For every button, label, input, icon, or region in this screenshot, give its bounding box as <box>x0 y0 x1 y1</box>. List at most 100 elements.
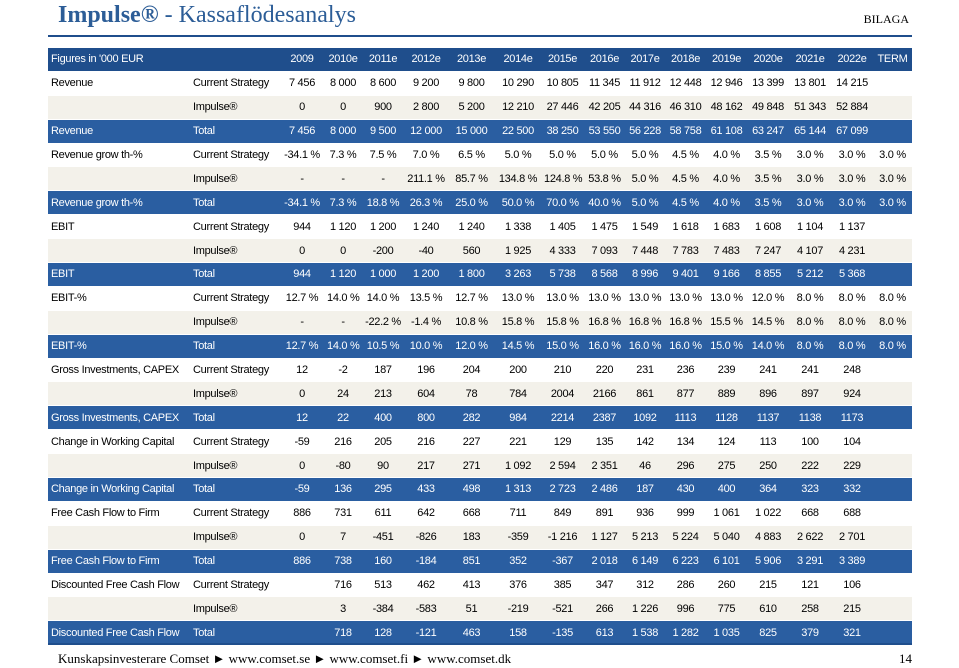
table-cell: - <box>280 309 324 335</box>
table-cell: 12 <box>280 405 324 430</box>
row-strategy: Impulse® <box>190 596 280 621</box>
table-cell: 0 <box>324 238 362 263</box>
table-cell: 1 000 <box>362 262 404 287</box>
table-cell: 61 108 <box>706 118 747 144</box>
table-cell: 1 538 <box>625 620 665 645</box>
table-cell <box>873 357 912 382</box>
table-cell: 6.5 % <box>448 142 495 167</box>
table-cell: 16.0 % <box>665 333 706 359</box>
table-cell: 215 <box>747 572 789 597</box>
table-cell: 8.0 % <box>789 309 831 335</box>
table-cell <box>873 118 912 144</box>
table-cell: 241 <box>747 357 789 382</box>
row-strategy: Current Strategy <box>190 142 280 167</box>
header-year: 2020e <box>747 47 789 72</box>
table-cell: 160 <box>362 548 404 574</box>
table-cell: 9 800 <box>448 70 495 96</box>
table-cell: 10.0 % <box>404 333 448 359</box>
table-cell: 886 <box>280 500 324 526</box>
table-cell: 1092 <box>625 405 665 430</box>
table-cell: 2 486 <box>584 477 625 502</box>
table-cell: 984 <box>495 405 541 430</box>
table-cell: -359 <box>495 524 541 550</box>
table-cell: 56 228 <box>625 118 665 144</box>
table-cell: 10.5 % <box>362 333 404 359</box>
table-cell: 4.5 % <box>665 142 706 167</box>
table-cell: 0 <box>280 453 324 478</box>
table-cell: 999 <box>665 500 706 526</box>
table-cell: 0 <box>324 94 362 120</box>
table-cell: 46 <box>625 453 665 478</box>
table-cell: - <box>324 309 362 335</box>
table-cell: 1 240 <box>404 214 448 239</box>
table-cell: 13.0 % <box>706 285 747 311</box>
table-cell: 52 884 <box>831 94 873 120</box>
table-cell: 286 <box>665 572 706 597</box>
table-cell: 433 <box>404 477 448 502</box>
table-cell: 385 <box>541 572 584 597</box>
table-cell: 222 <box>789 453 831 478</box>
row-label: Free Cash Flow to Firm <box>48 548 190 574</box>
table-cell: 128 <box>362 620 404 645</box>
table-cell: 8 568 <box>584 262 625 287</box>
table-cell: 8 600 <box>362 70 404 96</box>
table-cell: 3 291 <box>789 548 831 574</box>
table-cell: 604 <box>404 381 448 406</box>
table-cell: 8.0 % <box>789 285 831 311</box>
table-cell: 4 107 <box>789 238 831 263</box>
table-cell: 944 <box>280 214 324 239</box>
table-cell: 1 120 <box>324 214 362 239</box>
table-cell: 889 <box>706 381 747 406</box>
table-cell: 25.0 % <box>448 190 495 215</box>
table-cell: -200 <box>362 238 404 263</box>
row-strategy: Total <box>190 190 280 215</box>
table-cell: 3 <box>324 596 362 621</box>
row-label: EBIT-% <box>48 333 190 359</box>
table-cell: 0 <box>280 238 324 263</box>
table-cell: 15.8 % <box>541 309 584 335</box>
table-cell: 4.5 % <box>665 166 706 191</box>
table-cell: 10 290 <box>495 70 541 96</box>
table-cell: 642 <box>404 500 448 526</box>
table-cell: 364 <box>747 477 789 502</box>
table-cell: 1 022 <box>747 500 789 526</box>
table-row: EBIT Total 944 1 120 1 000 1 200 1 800 3 263 5 7… <box>48 262 912 287</box>
header-year: 2010e <box>324 47 362 72</box>
table-cell: 4.0 % <box>706 190 747 215</box>
row-strategy: Impulse® <box>190 453 280 478</box>
table-cell: 1128 <box>706 405 747 430</box>
table-cell: 462 <box>404 572 448 597</box>
table-cell: 5 906 <box>747 548 789 574</box>
table-cell: 106 <box>831 572 873 597</box>
row-strategy: Current Strategy <box>190 214 280 239</box>
table-cell: 2 622 <box>789 524 831 550</box>
table-cell: 13.0 % <box>541 285 584 311</box>
table-cell: 2004 <box>541 381 584 406</box>
table-cell: 7.0 % <box>404 142 448 167</box>
row-label <box>48 524 190 550</box>
table-row: Gross Investments, CAPEX Current Strategy… <box>48 357 912 382</box>
table-cell: 897 <box>789 381 831 406</box>
table-cell: 16.8 % <box>584 309 625 335</box>
row-strategy: Total <box>190 262 280 287</box>
table-cell <box>873 405 912 430</box>
table-cell: 7 093 <box>584 238 625 263</box>
row-strategy: Impulse® <box>190 238 280 263</box>
table-cell: 851 <box>448 548 495 574</box>
row-label <box>48 381 190 406</box>
table-cell: 15 000 <box>448 118 495 144</box>
table-cell: 236 <box>665 357 706 382</box>
table-cell: 1 683 <box>706 214 747 239</box>
table-cell: 4.0 % <box>706 142 747 167</box>
table-cell: 104 <box>831 429 873 454</box>
table-cell: 896 <box>747 381 789 406</box>
table-cell: 668 <box>448 500 495 526</box>
table-cell: 825 <box>747 620 789 645</box>
header-year: 2018e <box>665 47 706 72</box>
table-cell: 784 <box>495 381 541 406</box>
table-cell: 944 <box>280 262 324 287</box>
title-sub: Kassaflödesanalys <box>178 2 356 28</box>
table-cell: 323 <box>789 477 831 502</box>
table-row: Impulse® 0 -80 90 217 271 1 092 2 594 2 351 46 296… <box>48 453 912 478</box>
table-cell: 135 <box>584 429 625 454</box>
